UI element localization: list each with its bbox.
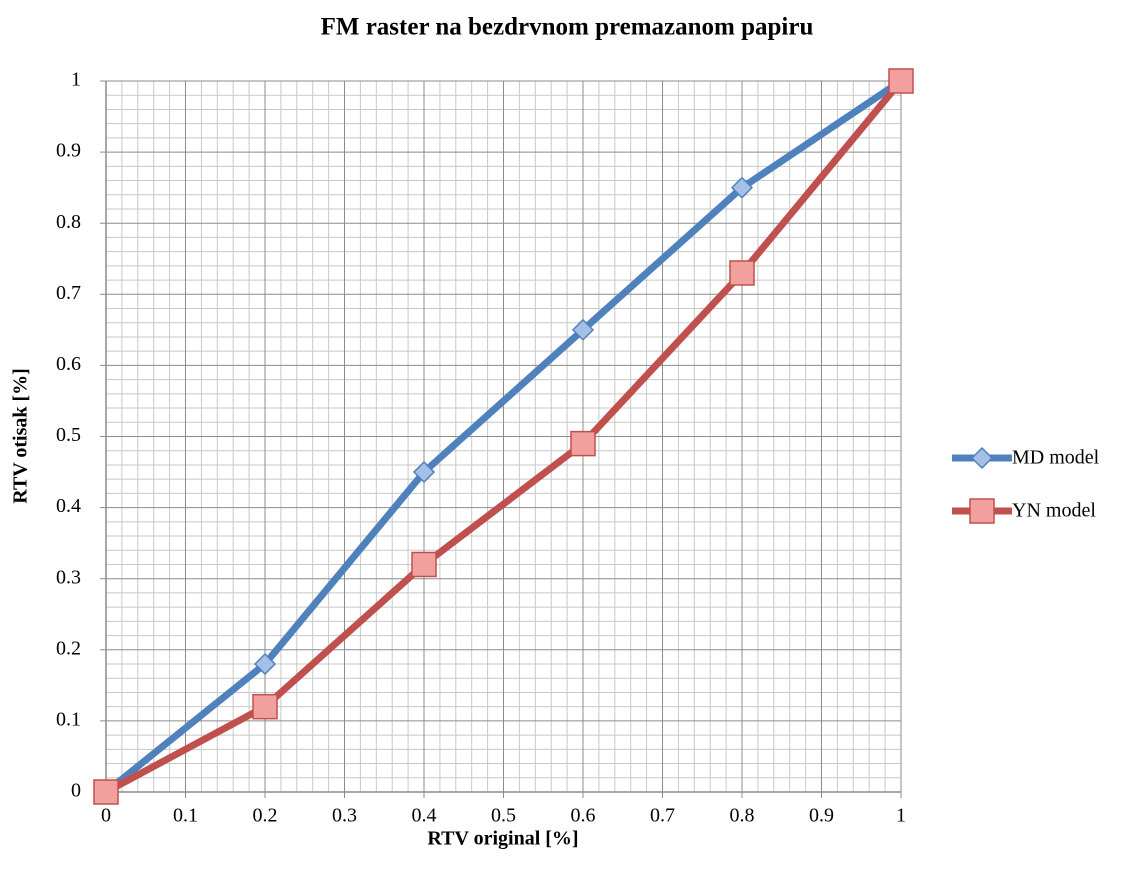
y-tick-label: 0.2 bbox=[56, 637, 81, 659]
y-axis-label: RTV otisak [%] bbox=[10, 368, 32, 504]
data-point bbox=[93, 779, 119, 805]
x-tick-label: 1 bbox=[896, 805, 906, 827]
y-tick-label: 0 bbox=[71, 780, 81, 802]
x-tick-label: 0.3 bbox=[332, 805, 357, 827]
legend-label: MD model bbox=[1012, 447, 1100, 469]
series-line bbox=[104, 78, 904, 796]
data-point bbox=[571, 318, 595, 341]
data-point bbox=[252, 693, 278, 720]
x-tick-label: 0.9 bbox=[809, 805, 834, 827]
data-point bbox=[730, 176, 754, 199]
data-point bbox=[411, 551, 437, 578]
x-tick-label: 0.4 bbox=[412, 805, 437, 827]
y-tick-label: 0.5 bbox=[56, 424, 81, 446]
legend-marker bbox=[970, 446, 994, 470]
y-tick-label: 0.6 bbox=[56, 353, 81, 375]
x-tick-label: 0.6 bbox=[571, 805, 596, 827]
data-point bbox=[253, 652, 277, 676]
y-tick-label: 1 bbox=[71, 69, 81, 91]
x-axis-label: RTV original [%] bbox=[427, 828, 578, 850]
y-tick-label: 0.3 bbox=[56, 566, 81, 588]
data-point bbox=[888, 68, 914, 94]
chart-title: FM raster na bezdrvnom premazanom papiru bbox=[321, 14, 814, 41]
x-tick-label: 0 bbox=[101, 805, 111, 827]
y-tick-label: 0.7 bbox=[56, 282, 81, 304]
series-line bbox=[103, 78, 903, 795]
data-point bbox=[729, 260, 755, 286]
x-tick-label: 0.1 bbox=[173, 805, 198, 827]
data-point bbox=[412, 460, 436, 484]
x-tick-label: 0.2 bbox=[253, 805, 278, 827]
x-tick-label: 0.7 bbox=[650, 805, 675, 827]
data-point bbox=[570, 430, 596, 457]
legend-label: YN model bbox=[1012, 500, 1096, 522]
x-tick-label: 0.8 bbox=[730, 805, 755, 827]
legend-marker bbox=[969, 498, 995, 524]
y-tick-label: 0.8 bbox=[56, 211, 81, 233]
x-tick-label: 0.5 bbox=[491, 805, 516, 827]
y-tick-label: 0.1 bbox=[56, 708, 81, 730]
y-tick-label: 0.9 bbox=[56, 140, 81, 162]
y-tick-label: 0.4 bbox=[56, 495, 81, 517]
